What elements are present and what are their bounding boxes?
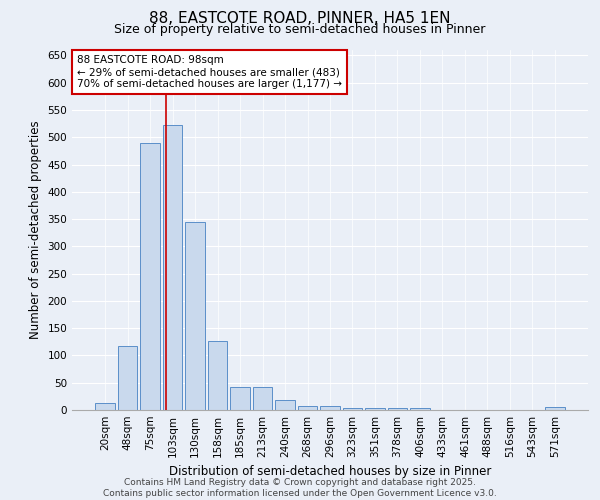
Bar [185, 222, 205, 410]
Bar [253, 387, 272, 410]
Bar [298, 406, 317, 410]
Bar [95, 404, 115, 410]
Bar [343, 408, 362, 410]
Text: Contains HM Land Registry data © Crown copyright and database right 2025.
Contai: Contains HM Land Registry data © Crown c… [103, 478, 497, 498]
Text: 88, EASTCOTE ROAD, PINNER, HA5 1EN: 88, EASTCOTE ROAD, PINNER, HA5 1EN [149, 11, 451, 26]
Bar [275, 400, 295, 410]
Bar [118, 346, 137, 410]
Bar [208, 340, 227, 410]
Bar [410, 408, 430, 410]
Y-axis label: Number of semi-detached properties: Number of semi-detached properties [29, 120, 42, 340]
Bar [163, 126, 182, 410]
Text: Size of property relative to semi-detached houses in Pinner: Size of property relative to semi-detach… [115, 22, 485, 36]
Bar [140, 142, 160, 410]
Text: 88 EASTCOTE ROAD: 98sqm
← 29% of semi-detached houses are smaller (483)
70% of s: 88 EASTCOTE ROAD: 98sqm ← 29% of semi-de… [77, 56, 342, 88]
Bar [230, 387, 250, 410]
Bar [545, 408, 565, 410]
Bar [320, 406, 340, 410]
Bar [365, 408, 385, 410]
X-axis label: Distribution of semi-detached houses by size in Pinner: Distribution of semi-detached houses by … [169, 466, 491, 478]
Bar [388, 408, 407, 410]
